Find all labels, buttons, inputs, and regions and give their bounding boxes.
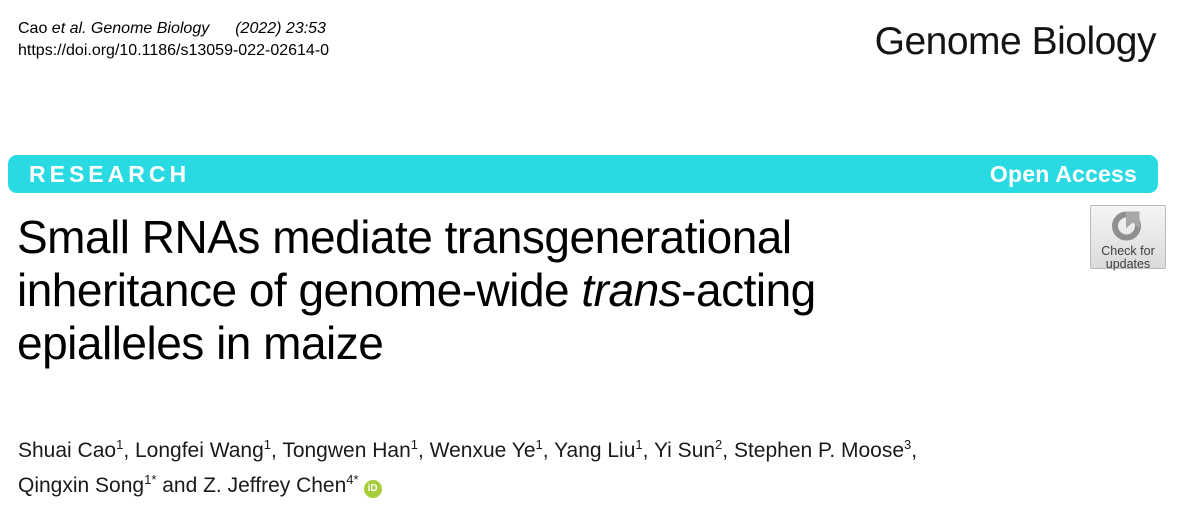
author-name: Longfei Wang [134,439,264,462]
author-name: Shuai Cao [18,439,117,462]
author-affiliation-sup: 1 [263,437,272,452]
author-affiliation-sup: 3 [904,437,912,452]
author-affiliation-sup: 1 [535,437,543,452]
author-affiliation-sup: 1 [410,437,418,452]
article-type-label: RESEARCH [29,160,191,187]
author: Stephen P. Moose3, [733,437,918,462]
author-name: Z. Jeffrey Chen [203,474,347,497]
citation-issue-info: (2022) 23:53 [235,20,326,37]
author-separator: , [417,439,430,462]
check-for-updates-badge[interactable]: Check for updates [1090,205,1166,271]
author: Longfei Wang1, [134,437,283,462]
orcid-icon[interactable]: iD [363,480,382,498]
citation-line: Cao et al. Genome Biology (2022) 23:53 [18,18,329,40]
article-type-banner: RESEARCH Open Access [8,155,1158,193]
author-separator: , [542,439,555,462]
author: Qingxin Song1* and [18,472,204,497]
author-separator: , [271,439,283,462]
author: Wenxue Ye1, [429,437,555,462]
author-name: Yang Liu [554,439,636,462]
author-affiliation-sup: 1* [144,472,157,487]
title-line-3: epialleles in maize [17,317,384,369]
author-name: Qingxin Song [18,474,145,497]
author-separator: , [911,439,918,462]
title-line-1: Small RNAs mediate transgenerational [17,211,792,263]
citation-author-short: Cao [18,20,52,37]
journal-logo: Genome Biology [874,20,1157,63]
author: Tongwen Han1, [282,437,430,462]
check-badge-line1: Check for [1101,244,1155,258]
article-title: Small RNAs mediate transgenerational inh… [17,211,816,370]
title-line2-post: -acting [681,264,816,316]
author: Yang Liu1, [554,437,654,462]
author: Shuai Cao1, [18,437,135,462]
author-separator: , [123,439,135,462]
author-separator: , [722,439,734,462]
author-separator: , [642,439,654,462]
open-access-label: Open Access [989,160,1137,187]
doi-link[interactable]: https://doi.org/10.1186/s13059-022-02614… [18,42,330,59]
check-badge-line2: updates [1105,257,1151,271]
author-affiliation-sup: 2 [715,437,723,452]
citation-block: Cao et al. Genome Biology (2022) 23:53 ht… [18,18,329,62]
citation-journal-name: et al. Genome Biology [51,20,210,37]
author-name: Stephen P. Moose [733,439,905,462]
title-line-2: inheritance of genome-wide trans-acting [17,264,816,317]
title-line2-pre: inheritance of genome-wide [17,264,582,316]
author: Z. Jeffrey Chen4* [203,472,359,497]
author-affiliation-sup: 1 [635,437,643,452]
author-affiliation-sup: 1 [116,437,124,452]
author: Yi Sun2, [653,437,734,462]
author-affiliation-sup: 4* [346,472,359,487]
author-name: Yi Sun [653,439,716,462]
author-name: Wenxue Ye [429,439,536,462]
title-line2-italic: trans [581,264,682,316]
author-separator: and [156,474,204,497]
author-name: Tongwen Han [282,439,411,462]
crossmark-icon [1112,211,1141,241]
check-badge-text: Check for updates [1091,245,1165,271]
author-list: Shuai Cao1, Longfei Wang1, Tongwen Han1,… [18,433,1078,503]
